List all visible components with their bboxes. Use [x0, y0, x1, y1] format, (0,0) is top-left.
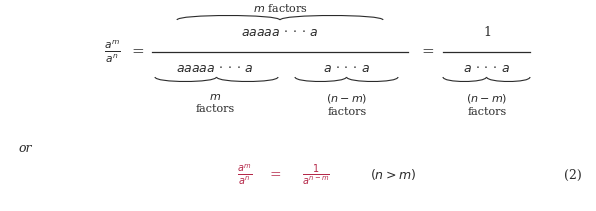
Text: =: =	[269, 168, 281, 182]
Text: =: =	[132, 45, 144, 59]
Text: $\frac{a^m}{a^n}$: $\frac{a^m}{a^n}$	[104, 39, 120, 65]
Text: $a\,\cdot\cdot\cdot\,a$: $a\,\cdot\cdot\cdot\,a$	[324, 61, 371, 74]
Text: $(n-m)$
factors: $(n-m)$ factors	[466, 92, 508, 117]
Text: $\frac{a^m}{a^n}$: $\frac{a^m}{a^n}$	[237, 163, 253, 187]
Text: $\frac{1}{a^{n-m}}$: $\frac{1}{a^{n-m}}$	[302, 162, 330, 188]
Text: $m$ factors: $m$ factors	[253, 2, 308, 14]
Text: $(n-m)$
factors: $(n-m)$ factors	[327, 92, 368, 117]
Text: (2): (2)	[564, 169, 582, 181]
Text: or: or	[18, 142, 32, 154]
Text: $a\,\cdot\cdot\cdot\,a$: $a\,\cdot\cdot\cdot\,a$	[464, 61, 511, 74]
Text: $aaaaa\,\cdot\cdot\cdot\,a$: $aaaaa\,\cdot\cdot\cdot\,a$	[176, 61, 254, 74]
Text: $m$
factors: $m$ factors	[195, 92, 235, 114]
Text: 1: 1	[483, 27, 491, 39]
Text: =: =	[421, 45, 434, 59]
Text: $(n > m)$: $(n > m)$	[370, 168, 416, 183]
Text: $aaaaa\,\cdot\cdot\cdot\,a$: $aaaaa\,\cdot\cdot\cdot\,a$	[241, 27, 319, 39]
